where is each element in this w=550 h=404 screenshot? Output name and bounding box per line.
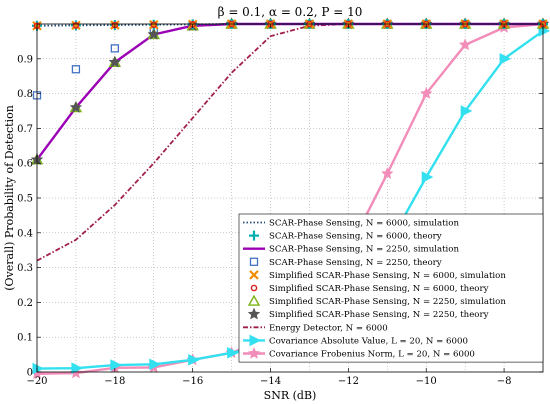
- x-tick-label: −16: [182, 376, 203, 387]
- y-tick-label: 0.6: [17, 159, 33, 170]
- y-tick-label: 0.5: [17, 194, 33, 205]
- legend-label: SCAR-Phase Sensing, N = 2250, simulation: [269, 245, 459, 255]
- x-tick-label: −18: [104, 376, 125, 387]
- x-axis-label: SNR (dB): [264, 389, 317, 402]
- ticks: −20 −18 −16 −14 −12 −10 −8 0 0.1 0.2 0.3 0.4 0.5 0.6 0…: [17, 24, 543, 387]
- legend-label: Simplified SCAR-Phase Sensing, N = 6000,…: [269, 271, 506, 281]
- y-tick-label: 0.8: [17, 89, 33, 100]
- data-point: [149, 358, 161, 371]
- y-tick-label: 0.7: [17, 124, 33, 135]
- chart-title: β = 0.1, α = 0.2, P = 10: [218, 5, 363, 19]
- legend: SCAR-Phase Sensing, N = 6000, simulation…: [238, 213, 544, 363]
- data-point: [69, 100, 83, 113]
- legend-entry: Simplified SCAR-Phase Sensing, N = 2250,…: [247, 294, 506, 307]
- legend-entry: SCAR-Phase Sensing, N = 2250, theory: [249, 257, 442, 268]
- x-tick-label: −8: [497, 376, 512, 387]
- legend-entry: SCAR-Phase Sensing, N = 6000, theory: [249, 230, 442, 242]
- y-axis-label: (Overall) Probability of Detection: [3, 105, 16, 291]
- data-point: [150, 21, 158, 28]
- x-tick-label: −12: [338, 376, 359, 387]
- legend-label: Covariance Absolute Value, L = 20, N = 6…: [269, 336, 468, 346]
- y-tick-label: 0.4: [17, 228, 33, 239]
- data-point: [380, 166, 394, 180]
- legend-label: SCAR-Phase Sensing, N = 2250, theory: [269, 258, 442, 268]
- legend-label: SCAR-Phase Sensing, N = 6000, theory: [269, 232, 442, 242]
- x-tick-label: −20: [26, 376, 47, 387]
- data-point: [148, 19, 159, 30]
- data-point: [460, 105, 473, 117]
- data-point: [110, 44, 119, 53]
- legend-entry: SCAR-Phase Sensing, N = 6000, simulation: [243, 219, 459, 229]
- data-point: [108, 55, 122, 68]
- legend-swatch-marker: [249, 230, 259, 241]
- y-tick-label: 0.2: [17, 298, 33, 309]
- legend-label: Simplified SCAR-Phase Sensing, N = 2250,…: [269, 297, 506, 307]
- legend-entry: Energy Detector, N = 6000: [243, 323, 388, 333]
- legend-swatch-marker: [247, 307, 261, 320]
- legend-entry: SCAR-Phase Sensing, N = 2250, simulation: [243, 245, 459, 255]
- y-tick-label: 0: [27, 368, 33, 379]
- legend-label: Simplified SCAR-Phase Sensing, N = 6000,…: [269, 284, 489, 294]
- data-point: [110, 359, 122, 371]
- legend-swatch-marker: [247, 294, 261, 306]
- legend-label: Simplified SCAR-Phase Sensing, N = 2250,…: [269, 310, 489, 320]
- legend-entry: Simplified SCAR-Phase Sensing, N = 6000,…: [249, 270, 506, 281]
- data-point: [32, 362, 45, 375]
- legend-swatch-marker: [249, 257, 259, 266]
- legend-swatch-marker: [249, 270, 259, 280]
- y-tick-label: 0.9: [17, 54, 33, 65]
- legend-swatch-marker: [250, 284, 258, 292]
- legend-swatch-marker: [247, 346, 261, 359]
- legend-label: SCAR-Phase Sensing, N = 6000, simulation: [269, 219, 459, 229]
- legend-entry: Simplified SCAR-Phase Sensing, N = 6000,…: [250, 284, 489, 294]
- x-tick-label: −10: [416, 376, 437, 387]
- legend-entry: Covariance Absolute Value, L = 20, N = 6…: [243, 334, 468, 347]
- legend-entry: Simplified SCAR-Phase Sensing, N = 2250,…: [247, 307, 489, 320]
- data-point: [71, 65, 81, 74]
- data-point: [71, 362, 84, 374]
- data-point: [147, 27, 161, 40]
- data-point: [72, 22, 80, 29]
- data-point: [458, 38, 472, 51]
- x-tick-label: −14: [260, 376, 281, 387]
- data-point: [419, 86, 433, 99]
- y-tick-label: 0.3: [17, 263, 33, 274]
- legend-swatch-marker: [249, 334, 262, 347]
- data-point: [71, 20, 81, 31]
- data-point: [421, 171, 434, 183]
- legend-label: Energy Detector, N = 6000: [269, 323, 388, 333]
- legend-box: [238, 213, 544, 363]
- data-point: [499, 52, 512, 65]
- y-tick-label: 0.1: [17, 333, 33, 344]
- legend-entry: Covariance Frobenius Norm, L = 20, N = 6…: [243, 346, 475, 360]
- data-point: [227, 347, 239, 359]
- data-point: [188, 354, 200, 366]
- legend-label: Covariance Frobenius Norm, L = 20, N = 6…: [269, 350, 475, 360]
